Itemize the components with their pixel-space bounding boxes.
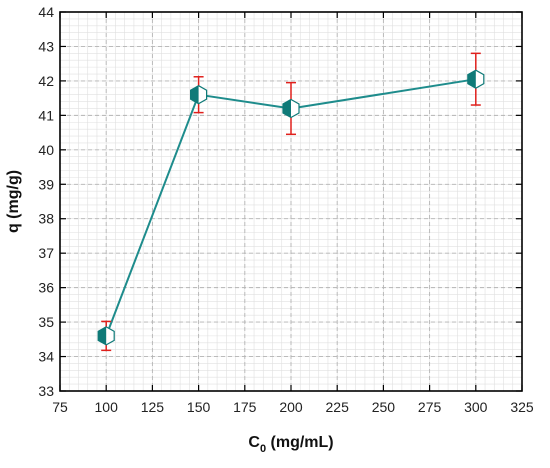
x-tick-label: 300 [464, 399, 488, 415]
x-tick-labels: 75 100 125 150 175 200 225 250 275 300 325 [52, 399, 534, 415]
major-grid [59, 11, 523, 392]
x-tick-label: 275 [418, 399, 442, 415]
data-point [282, 98, 300, 119]
x-axis-title-main: C [248, 434, 260, 451]
y-tick-label: 44 [38, 4, 54, 20]
x-tick-label: 250 [372, 399, 396, 415]
x-tick-label: 225 [326, 399, 350, 415]
y-tick-label: 36 [38, 280, 54, 296]
x-axis-title: C0 (mg/mL) [248, 434, 333, 455]
x-axis-title-subscript: 0 [260, 443, 266, 455]
axis-ticks [59, 11, 523, 392]
series-line [105, 78, 476, 337]
y-tick-label: 39 [38, 176, 54, 192]
y-tick-label: 33 [38, 383, 54, 399]
y-tick-label: 42 [38, 73, 54, 89]
x-tick-label: 200 [279, 399, 303, 415]
data-point [190, 85, 208, 105]
y-tick-labels: 33 34 35 36 37 38 39 40 41 42 43 44 [38, 4, 54, 399]
y-tick-label: 40 [38, 142, 54, 158]
x-tick-label: 175 [233, 399, 257, 415]
y-tick-label: 37 [38, 245, 54, 261]
y-tick-label: 41 [38, 107, 54, 123]
y-axis-title: q (mg/g) [5, 170, 22, 233]
y-tick-label: 43 [38, 38, 54, 54]
y-tick-label: 35 [38, 314, 54, 330]
y-tick-label: 34 [38, 349, 54, 365]
data-point [467, 69, 485, 89]
y-tick-label: 38 [38, 211, 54, 227]
x-tick-label: 125 [141, 399, 165, 415]
x-tick-label: 75 [52, 399, 68, 415]
x-tick-label: 325 [510, 399, 534, 415]
x-tick-label: 100 [95, 399, 119, 415]
series-layer [97, 52, 485, 352]
data-point [97, 326, 115, 346]
x-tick-label: 150 [187, 399, 211, 415]
x-axis-title-unit: (mg/mL) [266, 434, 334, 451]
